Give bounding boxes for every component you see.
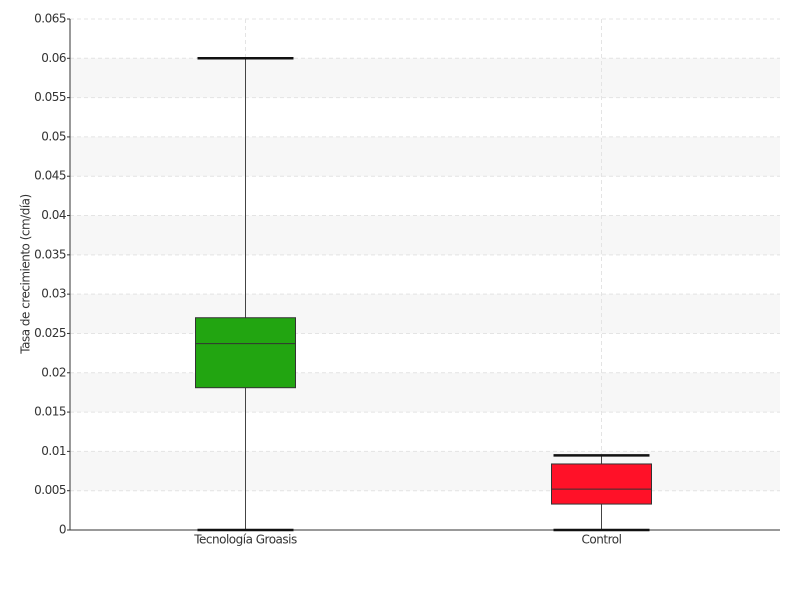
grid-band [70,372,780,413]
y-tick-label: 0.04 [41,208,66,222]
y-tick-label: 0.02 [41,365,66,379]
y-tick-label: 0.03 [41,287,66,301]
y-tick-label: 0.06 [41,51,66,65]
grid-band [70,451,780,491]
y-tick-label: 0.005 [34,483,66,497]
box [195,317,296,389]
grid-band [70,136,780,177]
y-tick-label: 0.025 [34,326,66,340]
y-tick-label: 0.065 [34,12,66,26]
y-tick-label: 0.01 [41,444,66,458]
y-tick-label: 0 [59,523,66,537]
y-tick-label: 0.045 [34,169,66,183]
y-tick-label: 0.055 [34,90,66,104]
x-tick-label: Tecnología Groasis [193,533,297,547]
box [551,463,652,505]
grid-band [70,215,780,255]
y-axis-label: Tasa de crecimiento (cm/día) [19,194,33,354]
grid-band [70,294,780,334]
y-tick-label: 0.035 [34,247,66,261]
y-tick-label: 0.015 [34,405,66,419]
y-tick-label: 0.05 [41,129,66,143]
x-tick-label: Control [582,533,622,547]
grid-band [70,58,780,98]
